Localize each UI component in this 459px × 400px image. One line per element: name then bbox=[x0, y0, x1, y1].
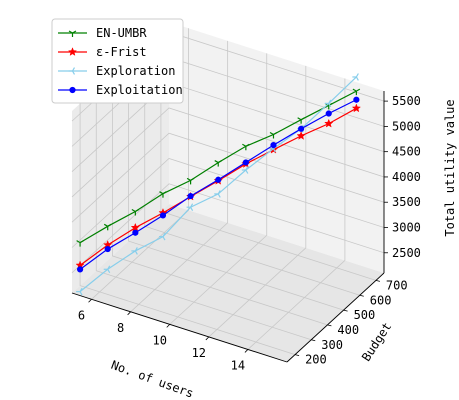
y-tick-mark bbox=[327, 324, 332, 327]
legend-label: Exploitation bbox=[96, 83, 183, 97]
data-point bbox=[324, 118, 334, 128]
z-gridline bbox=[71, 158, 385, 248]
legend-marker bbox=[68, 67, 76, 75]
data-point bbox=[76, 240, 84, 247]
y-tick-mark bbox=[311, 339, 316, 342]
y-tick-mark bbox=[359, 294, 364, 297]
data-point bbox=[132, 229, 139, 236]
data-point bbox=[159, 191, 167, 198]
y-tick-label: 700 bbox=[386, 278, 408, 292]
data-point bbox=[214, 190, 221, 198]
data-point bbox=[130, 222, 140, 232]
y-tick-label: 400 bbox=[337, 323, 359, 337]
z-tick-label: 5000 bbox=[392, 119, 421, 133]
x-tick-mark bbox=[166, 324, 171, 328]
x-tick-label: 10 bbox=[153, 333, 167, 347]
y-tick-mark bbox=[343, 309, 348, 312]
data-point bbox=[76, 266, 84, 273]
data-point bbox=[159, 212, 167, 219]
z-gridline bbox=[71, 107, 385, 198]
z-tick-label: 4500 bbox=[392, 145, 421, 159]
z-gridline bbox=[71, 183, 385, 274]
x-tick-mark bbox=[127, 311, 131, 316]
data-series bbox=[75, 73, 362, 296]
series-exploitation bbox=[76, 96, 360, 273]
legend: EN-UMBR ε-Frist Exploration Exploitation bbox=[51, 18, 184, 104]
y-tick-label: 300 bbox=[321, 338, 343, 352]
y-tick-label: 600 bbox=[370, 293, 392, 307]
data-point bbox=[103, 223, 112, 231]
data-point bbox=[298, 125, 305, 132]
legend-marker bbox=[68, 30, 77, 37]
data-point bbox=[324, 99, 332, 108]
data-point bbox=[104, 245, 111, 253]
data-point bbox=[215, 176, 222, 183]
z-tick-label: 5500 bbox=[392, 94, 421, 108]
data-point bbox=[242, 159, 249, 166]
data-point bbox=[186, 203, 194, 211]
axis-lines bbox=[71, 91, 388, 363]
data-point bbox=[270, 142, 277, 149]
data-point bbox=[351, 103, 362, 113]
x-tick-label: 12 bbox=[192, 346, 206, 360]
legend-marker bbox=[69, 86, 76, 94]
data-point bbox=[269, 131, 278, 139]
z-tick-label: 3000 bbox=[392, 221, 421, 235]
data-point bbox=[158, 232, 166, 241]
y-tick-label: 500 bbox=[354, 308, 376, 322]
z-tick-label: 3500 bbox=[392, 195, 421, 209]
z-gridline bbox=[71, 132, 385, 223]
legend-label: EN-UMBR bbox=[96, 26, 147, 40]
legend-label: Exploration bbox=[96, 64, 175, 78]
y-axis-label: Budget bbox=[359, 320, 394, 364]
data-point bbox=[297, 117, 305, 124]
data-point bbox=[187, 192, 194, 200]
x-tick-label: 8 bbox=[117, 321, 124, 335]
x-tick-label: 14 bbox=[231, 358, 245, 372]
y-axis-line bbox=[286, 272, 385, 363]
z-axis-label: Total utility value bbox=[443, 99, 457, 236]
x-axis-line bbox=[71, 292, 288, 363]
legend-marker bbox=[67, 47, 78, 56]
data-point bbox=[325, 110, 332, 117]
series-en-umbr bbox=[76, 88, 361, 247]
data-point bbox=[241, 166, 249, 174]
data-point bbox=[352, 88, 361, 96]
data-point bbox=[214, 160, 223, 167]
x-tick-mark bbox=[205, 336, 210, 341]
data-point bbox=[242, 143, 250, 151]
data-point bbox=[76, 287, 83, 296]
data-point bbox=[353, 96, 360, 103]
data-point bbox=[103, 265, 111, 274]
legend-label: ε-Frist bbox=[96, 45, 147, 59]
y-tick-label: 200 bbox=[305, 353, 327, 367]
z-tick-label: 2500 bbox=[392, 246, 421, 260]
data-point bbox=[296, 130, 306, 140]
data-point bbox=[186, 177, 195, 185]
x-tick-mark bbox=[244, 349, 249, 353]
x-tick-label: 6 bbox=[78, 308, 85, 322]
z-tick-label: 4000 bbox=[392, 170, 421, 184]
y-tick-mark bbox=[294, 354, 300, 356]
data-point bbox=[131, 247, 138, 255]
y-tick-mark bbox=[375, 280, 381, 282]
x-tick-mark bbox=[88, 298, 92, 303]
data-point bbox=[352, 73, 359, 81]
legend-box bbox=[51, 18, 184, 104]
x-axis-label: No. of users bbox=[109, 358, 195, 400]
data-point bbox=[131, 208, 140, 216]
